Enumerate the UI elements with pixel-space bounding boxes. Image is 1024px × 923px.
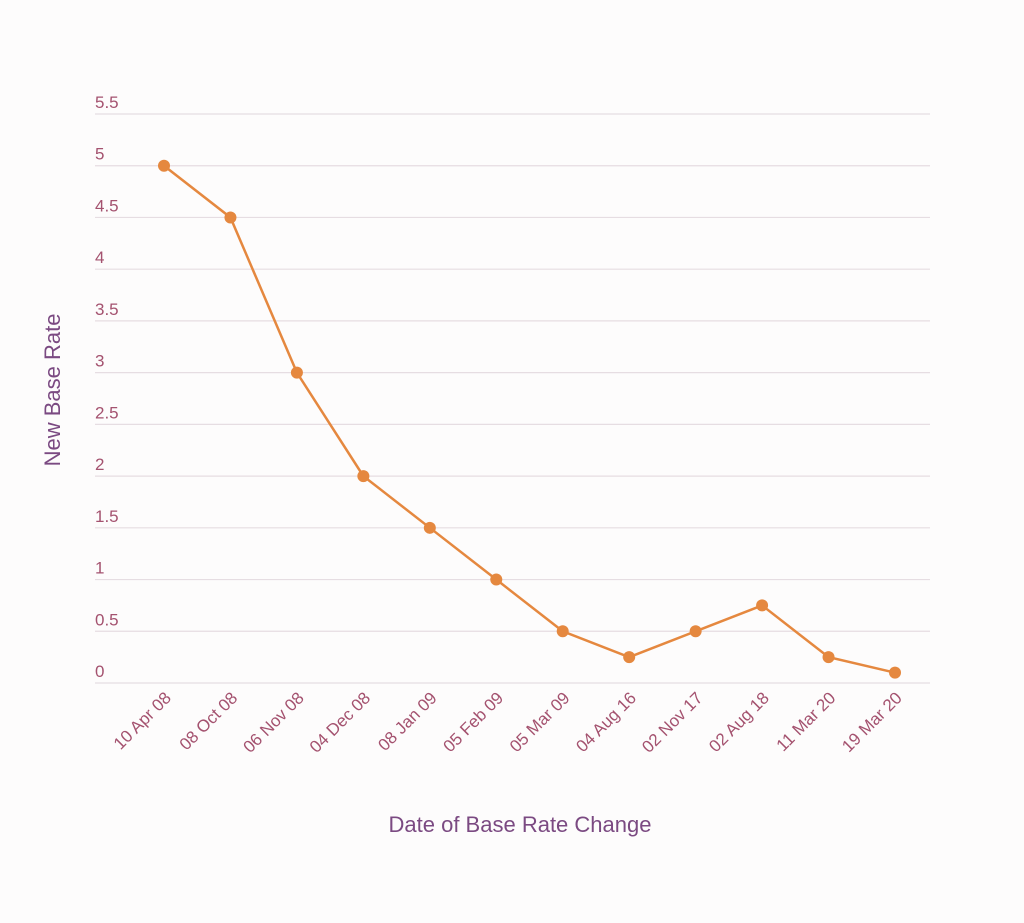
y-tick-label: 2.5 [95, 403, 119, 422]
y-tick-label: 2 [95, 455, 104, 474]
series-line [163, 164, 896, 674]
x-tick-label: 06 Nov 08 [240, 688, 308, 756]
x-tick-label: 19 Mar 20 [838, 688, 906, 756]
data-point [158, 159, 170, 172]
x-tick-label: 11 Mar 20 [773, 688, 840, 755]
x-tick-label: 05 Mar 09 [506, 688, 574, 756]
x-tick-label: 08 Oct 08 [176, 688, 242, 754]
y-tick-label: 5.5 [95, 93, 119, 112]
x-tick-label: 05 Feb 09 [440, 688, 508, 756]
x-tick-label: 10 Apr 08 [110, 688, 175, 753]
data-point [290, 366, 303, 379]
data-point [756, 599, 769, 612]
x-tick-label: 08 Jan 09 [374, 688, 440, 754]
data-point [822, 651, 835, 664]
y-tick-label: 5 [95, 145, 104, 164]
data-point [689, 625, 702, 638]
y-tick-label: 4 [95, 248, 104, 267]
data-point [889, 666, 901, 679]
y-tick-label: 1 [95, 559, 104, 578]
y-tick-label: 4.5 [95, 196, 119, 215]
data-point [224, 211, 237, 224]
y-tick-label: 3 [95, 352, 104, 371]
y-tick-label: 0 [95, 662, 104, 681]
x-tick-label: 02 Nov 17 [638, 688, 706, 756]
y-tick-label: 1.5 [95, 507, 119, 526]
x-tick-label: 04 Aug 16 [572, 688, 640, 756]
data-point [357, 470, 370, 483]
data-point [490, 573, 503, 586]
x-tick-label: 04 Dec 08 [306, 688, 374, 756]
y-tick-label: 3.5 [95, 300, 119, 319]
data-point [623, 651, 636, 664]
y-tick-label: 0.5 [95, 610, 119, 629]
y-axis-title: New Base Rate [40, 314, 65, 467]
x-axis-title: Date of Base Rate Change [389, 812, 652, 837]
data-point [423, 521, 436, 534]
data-point [556, 625, 569, 638]
x-tick-label: 02 Aug 18 [705, 688, 773, 756]
